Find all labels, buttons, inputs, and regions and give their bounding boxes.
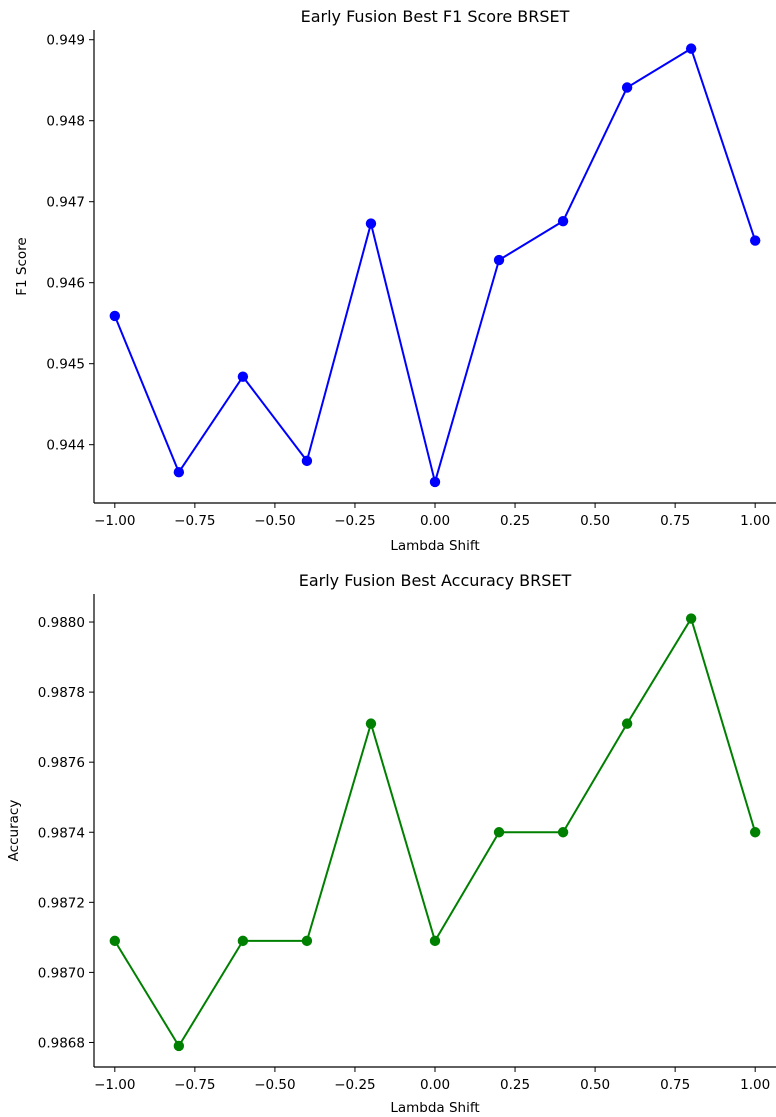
data-point [365, 218, 377, 229]
x-axis-label: Lambda Shift [390, 538, 479, 554]
y-tick-label: 0.9872 [38, 895, 85, 911]
y-tick-label: 0.946 [46, 276, 85, 292]
data-point [237, 371, 249, 382]
x-tick-label: 0.50 [580, 1077, 610, 1093]
x-tick-label: −0.50 [254, 1077, 295, 1093]
data-point [109, 935, 121, 947]
x-tick-label: 0.50 [580, 513, 610, 529]
x-tick-label: 1.00 [740, 513, 770, 529]
series-line [113, 617, 757, 1047]
y-tick-label: 0.9876 [38, 755, 85, 771]
y-tick-label: 0.9880 [38, 615, 85, 631]
x-tick-label: −1.00 [94, 513, 135, 529]
y-tick-label: 0.945 [46, 357, 85, 373]
data-point [237, 935, 249, 947]
data-point [429, 935, 441, 947]
y-axis-label: Accuracy [6, 800, 22, 862]
y-tick-label: 0.9868 [38, 1035, 85, 1051]
x-tick-label: −0.25 [334, 513, 375, 529]
x-axis-label: Lambda Shift [390, 1100, 479, 1116]
data-point [301, 455, 313, 467]
x-tick-label: 1.00 [740, 1077, 770, 1093]
x-tick-label: 0.00 [420, 1077, 450, 1093]
y-tick-label: 0.949 [46, 33, 85, 49]
data-point [621, 718, 633, 729]
y-tick-label: 0.9874 [38, 825, 85, 841]
data-point [173, 467, 185, 478]
data-point [557, 827, 569, 838]
y-tick-label: 0.948 [46, 114, 85, 130]
x-tick-label: −1.00 [94, 1077, 135, 1093]
data-point [557, 215, 569, 227]
y-axis-label: F1 Score [14, 237, 30, 295]
data-point [429, 476, 441, 488]
y-tick-label: 0.944 [46, 438, 85, 454]
data-point [365, 718, 377, 729]
data-point [493, 827, 505, 838]
data-point [493, 254, 505, 266]
data-point [749, 827, 761, 838]
x-tick-label: −0.25 [334, 1077, 375, 1093]
y-tick-label: 0.9878 [38, 685, 85, 701]
series-line [113, 47, 757, 483]
x-tick-label: 0.00 [420, 513, 450, 529]
data-point [301, 935, 313, 947]
x-tick-label: 0.75 [660, 513, 690, 529]
accuracy-chart: Early Fusion Best Accuracy BRSET −1.00 −0.… [6, 571, 776, 1116]
x-tick-label: −0.50 [254, 513, 295, 529]
y-tick-label: 0.9870 [38, 965, 85, 981]
chart-title: Early Fusion Best Accuracy BRSET [299, 571, 572, 590]
data-point [109, 310, 121, 322]
data-point [173, 1040, 185, 1052]
f1-score-chart: Early Fusion Best F1 Score BRSET −1.00 −0.… [14, 7, 776, 554]
x-tick-label: 0.25 [500, 513, 530, 529]
y-tick-label: 0.947 [46, 195, 85, 211]
x-tick-label: 0.25 [500, 1077, 530, 1093]
x-tick-label: −0.75 [174, 513, 215, 529]
data-point [749, 235, 761, 246]
x-tick-label: −0.75 [174, 1077, 215, 1093]
data-point [685, 43, 697, 54]
data-point [621, 82, 633, 93]
x-tick-label: 0.75 [660, 1077, 690, 1093]
chart-title: Early Fusion Best F1 Score BRSET [301, 7, 570, 26]
data-point [685, 613, 697, 624]
